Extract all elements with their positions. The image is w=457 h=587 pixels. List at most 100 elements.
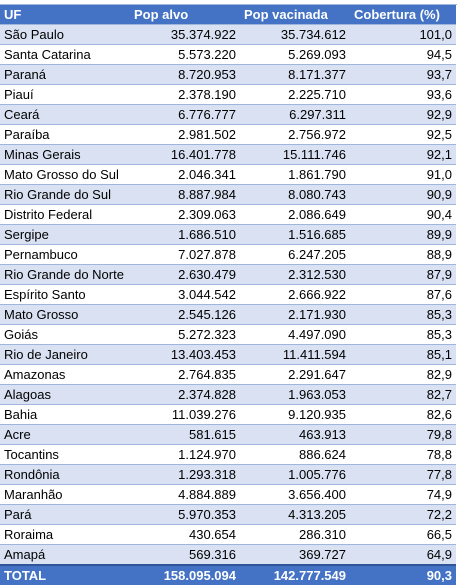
table-row: Santa Catarina 5.573.220 5.269.093 94,5	[0, 44, 456, 65]
cell-state-name: Roraima	[0, 524, 130, 545]
cell-pop-vacinada: 1.005.776	[240, 464, 350, 485]
cell-state-name: Minas Gerais	[0, 144, 130, 165]
cell-cobertura: 101,0	[350, 24, 456, 45]
cell-pop-alvo: 13.403.453	[130, 344, 240, 365]
table-row: Minas Gerais 16.401.778 15.111.746 92,1	[0, 144, 456, 165]
cell-pop-vacinada: 8.171.377	[240, 64, 350, 85]
cell-pop-vacinada: 886.624	[240, 444, 350, 465]
header-cobertura: Cobertura (%)	[350, 5, 456, 25]
table-row: Tocantins 1.124.970 886.624 78,8	[0, 444, 456, 465]
cell-pop-alvo: 2.630.479	[130, 264, 240, 285]
cell-state-name: Rio de Janeiro	[0, 344, 130, 365]
table-row: Alagoas 2.374.828 1.963.053 82,7	[0, 384, 456, 405]
cell-state-name: Acre	[0, 424, 130, 445]
cell-pop-alvo: 2.764.835	[130, 364, 240, 385]
total-cobertura: 90,3	[350, 564, 456, 585]
cell-state-name: Bahia	[0, 404, 130, 425]
cell-state-name: Sergipe	[0, 224, 130, 245]
cell-cobertura: 89,9	[350, 224, 456, 245]
cell-pop-vacinada: 2.225.710	[240, 84, 350, 105]
table-row: Sergipe 1.686.510 1.516.685 89,9	[0, 224, 456, 245]
cell-pop-vacinada: 2.171.930	[240, 304, 350, 325]
cell-pop-vacinada: 4.313.205	[240, 504, 350, 525]
cell-state-name: Tocantins	[0, 444, 130, 465]
cell-pop-alvo: 430.654	[130, 524, 240, 545]
cell-pop-vacinada: 2.756.972	[240, 124, 350, 145]
cell-cobertura: 92,9	[350, 104, 456, 125]
cell-state-name: Santa Catarina	[0, 44, 130, 65]
cell-pop-vacinada: 15.111.746	[240, 144, 350, 165]
table-row: Rio de Janeiro 13.403.453 11.411.594 85,1	[0, 344, 456, 365]
cell-state-name: Rondônia	[0, 464, 130, 485]
cell-pop-alvo: 2.046.341	[130, 164, 240, 185]
header-row: UF Pop alvo Pop vacinada Cobertura (%)	[0, 5, 456, 25]
cell-pop-vacinada: 9.120.935	[240, 404, 350, 425]
table-row: Pará 5.970.353 4.313.205 72,2	[0, 504, 456, 525]
cell-pop-alvo: 1.686.510	[130, 224, 240, 245]
cell-pop-vacinada: 6.247.205	[240, 244, 350, 265]
cell-pop-vacinada: 2.312.530	[240, 264, 350, 285]
cell-pop-vacinada: 463.913	[240, 424, 350, 445]
cell-state-name: Rio Grande do Norte	[0, 264, 130, 285]
cell-cobertura: 66,5	[350, 524, 456, 545]
cell-state-name: São Paulo	[0, 24, 130, 45]
cell-cobertura: 85,1	[350, 344, 456, 365]
cell-pop-alvo: 2.374.828	[130, 384, 240, 405]
cell-cobertura: 64,9	[350, 544, 456, 565]
table-body: São Paulo 35.374.922 35.734.612 101,0 Santa …	[0, 24, 456, 565]
cell-pop-alvo: 569.316	[130, 544, 240, 565]
cell-pop-alvo: 7.027.878	[130, 244, 240, 265]
cell-cobertura: 92,5	[350, 124, 456, 145]
cell-pop-vacinada: 11.411.594	[240, 344, 350, 365]
cell-state-name: Rio Grande do Sul	[0, 184, 130, 205]
cell-state-name: Paraná	[0, 64, 130, 85]
table-row: Rio Grande do Sul 8.887.984 8.080.743 90,9	[0, 184, 456, 205]
cell-pop-vacinada: 2.666.922	[240, 284, 350, 305]
table-row: Amazonas 2.764.835 2.291.647 82,9	[0, 364, 456, 385]
table-row: Distrito Federal 2.309.063 2.086.649 90,4	[0, 204, 456, 225]
cell-cobertura: 85,3	[350, 304, 456, 325]
cell-cobertura: 77,8	[350, 464, 456, 485]
total-pop-vacinada: 142.777.549	[240, 564, 350, 585]
cell-cobertura: 78,8	[350, 444, 456, 465]
cell-pop-alvo: 3.044.542	[130, 284, 240, 305]
header-pop-alvo: Pop alvo	[130, 5, 240, 25]
cell-state-name: Pernambuco	[0, 244, 130, 265]
cell-pop-vacinada: 2.291.647	[240, 364, 350, 385]
cell-state-name: Pará	[0, 504, 130, 525]
cell-pop-vacinada: 369.727	[240, 544, 350, 565]
header-uf: UF	[0, 5, 130, 25]
cell-pop-alvo: 35.374.922	[130, 24, 240, 45]
cell-pop-vacinada: 4.497.090	[240, 324, 350, 345]
table-row: Rondônia 1.293.318 1.005.776 77,8	[0, 464, 456, 485]
cell-pop-vacinada: 35.734.612	[240, 24, 350, 45]
cell-state-name: Goiás	[0, 324, 130, 345]
cell-state-name: Amazonas	[0, 364, 130, 385]
cell-cobertura: 91,0	[350, 164, 456, 185]
cell-pop-vacinada: 1.963.053	[240, 384, 350, 405]
table-row: Goiás 5.272.323 4.497.090 85,3	[0, 324, 456, 345]
cell-pop-alvo: 581.615	[130, 424, 240, 445]
cell-cobertura: 82,9	[350, 364, 456, 385]
table-row: Paraíba 2.981.502 2.756.972 92,5	[0, 124, 456, 145]
cell-pop-alvo: 11.039.276	[130, 404, 240, 425]
table-row: Espírito Santo 3.044.542 2.666.922 87,6	[0, 284, 456, 305]
cell-pop-vacinada: 6.297.311	[240, 104, 350, 125]
cell-state-name: Paraíba	[0, 124, 130, 145]
cell-state-name: Maranhão	[0, 484, 130, 505]
cell-state-name: Mato Grosso do Sul	[0, 164, 130, 185]
cell-state-name: Alagoas	[0, 384, 130, 405]
cell-pop-alvo: 2.309.063	[130, 204, 240, 225]
cell-pop-vacinada: 286.310	[240, 524, 350, 545]
table-row: Mato Grosso do Sul 2.046.341 1.861.790 91,0	[0, 164, 456, 185]
top-border-strip	[0, 0, 457, 5]
header-pop-vacinada: Pop vacinada	[240, 5, 350, 25]
total-pop-alvo: 158.095.094	[130, 564, 240, 585]
cell-state-name: Distrito Federal	[0, 204, 130, 225]
cell-pop-alvo: 6.776.777	[130, 104, 240, 125]
cell-pop-alvo: 2.545.126	[130, 304, 240, 325]
cell-cobertura: 94,5	[350, 44, 456, 65]
cell-pop-vacinada: 5.269.093	[240, 44, 350, 65]
table-row: Acre 581.615 463.913 79,8	[0, 424, 456, 445]
table-row: Piauí 2.378.190 2.225.710 93,6	[0, 84, 456, 105]
